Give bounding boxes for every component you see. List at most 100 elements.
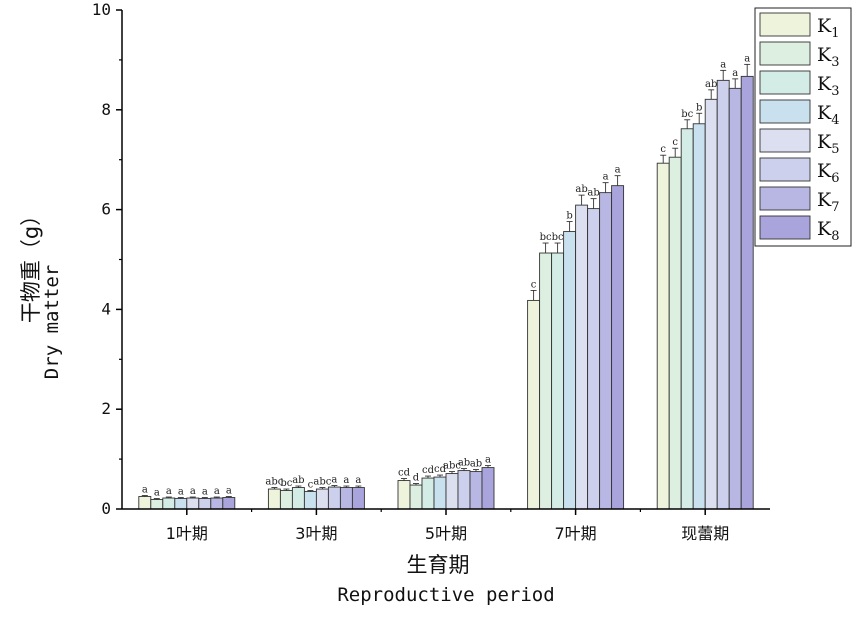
bar (551, 252, 565, 510)
bar (656, 162, 670, 510)
bar (291, 487, 305, 510)
legend-label: K8 (817, 218, 839, 244)
significance-letter: c (660, 144, 666, 155)
bar (469, 471, 483, 510)
bar (174, 498, 188, 510)
significance-letter: bc (540, 232, 552, 243)
significance-letter: ab (458, 458, 470, 469)
significance-letter: a (343, 475, 349, 486)
legend-label: K7 (817, 189, 839, 215)
y-axis-title-en: Dry matter (41, 265, 63, 379)
legend-swatch (759, 99, 811, 124)
significance-letter: a (166, 486, 172, 497)
significance-letter: a (615, 165, 621, 176)
legend-label: K3 (817, 44, 839, 70)
significance-letter: cd (422, 465, 435, 476)
significance-letter: a (214, 486, 220, 497)
legend-label: K4 (817, 102, 839, 128)
significance-letter: abc (313, 477, 331, 488)
y-tick-label: 0 (101, 499, 111, 518)
x-tick-label: 5叶期 (425, 524, 467, 543)
significance-letter: a (732, 68, 738, 79)
x-tick-label: 1叶期 (166, 524, 208, 543)
y-tick-label: 10 (92, 0, 111, 19)
significance-letter: ab (575, 184, 587, 195)
y-tick-label: 2 (101, 399, 111, 418)
significance-letter: bc (280, 478, 292, 489)
significance-letter: c (308, 480, 314, 491)
bar (481, 467, 495, 510)
bar (527, 299, 541, 510)
bar (575, 204, 589, 510)
significance-letter: abc (265, 477, 283, 488)
bar (397, 480, 411, 510)
bar (539, 252, 553, 510)
significance-letter: d (413, 473, 420, 484)
legend-swatch (759, 70, 811, 95)
significance-letter: a (178, 487, 184, 498)
bar (716, 79, 730, 510)
y-tick-label: 8 (101, 100, 111, 119)
legend-label: K6 (817, 160, 839, 186)
y-tick-label: 6 (101, 200, 111, 219)
significance-letter: ab (470, 459, 482, 470)
significance-letter: abc (443, 461, 461, 472)
bar (138, 496, 152, 510)
bar (680, 128, 694, 510)
significance-letter: cd (434, 464, 447, 475)
significance-letter: c (672, 137, 678, 148)
bar (704, 98, 718, 510)
bar (162, 497, 176, 510)
bar (611, 185, 625, 510)
significance-letter: ab (292, 475, 304, 486)
y-tick-label: 4 (101, 299, 111, 318)
significance-letter: b (566, 211, 572, 222)
bar (198, 498, 212, 510)
legend-label: K3 (817, 73, 839, 99)
significance-letter: a (355, 475, 361, 486)
significance-letter: a (485, 455, 491, 466)
bar (599, 192, 613, 510)
y-axis-title-cn: 干物重（g） (19, 205, 43, 323)
bar (315, 488, 329, 510)
legend-swatch (759, 186, 811, 211)
bar (433, 476, 447, 510)
bar (267, 488, 281, 510)
bar (351, 487, 365, 510)
significance-letter: bc (681, 109, 693, 120)
legend-swatch (759, 215, 811, 240)
bar (279, 490, 293, 510)
bar (587, 208, 601, 510)
significance-letter: ab (705, 79, 717, 90)
bar (421, 477, 435, 510)
bar (445, 473, 459, 510)
bar (339, 487, 353, 510)
bar (210, 497, 224, 510)
x-axis-title-cn: 生育期 (407, 553, 470, 577)
legend: K1 K3 K3 K4 K5 K6 K7 K8 (754, 7, 852, 247)
significance-letter: a (154, 488, 160, 499)
legend-label: K1 (817, 15, 839, 41)
x-tick-label: 3叶期 (295, 524, 337, 543)
significance-letter: cd (398, 468, 411, 479)
significance-letter: bc (552, 232, 564, 243)
significance-letter: ab (587, 188, 599, 199)
x-tick-label: 7叶期 (555, 524, 597, 543)
significance-letter: a (226, 486, 232, 497)
legend-swatch (759, 41, 811, 66)
bar (222, 497, 236, 510)
bar (563, 231, 577, 510)
bar (150, 499, 164, 510)
legend-swatch (759, 157, 811, 182)
legend-label: K5 (817, 131, 839, 157)
bar (409, 484, 423, 510)
bar (740, 75, 754, 510)
x-axis-title-en: Reproductive period (337, 584, 554, 606)
significance-letter: a (744, 53, 750, 64)
significance-letter: a (142, 485, 148, 496)
bar (457, 470, 471, 510)
bar (186, 497, 200, 510)
bar (303, 491, 317, 510)
